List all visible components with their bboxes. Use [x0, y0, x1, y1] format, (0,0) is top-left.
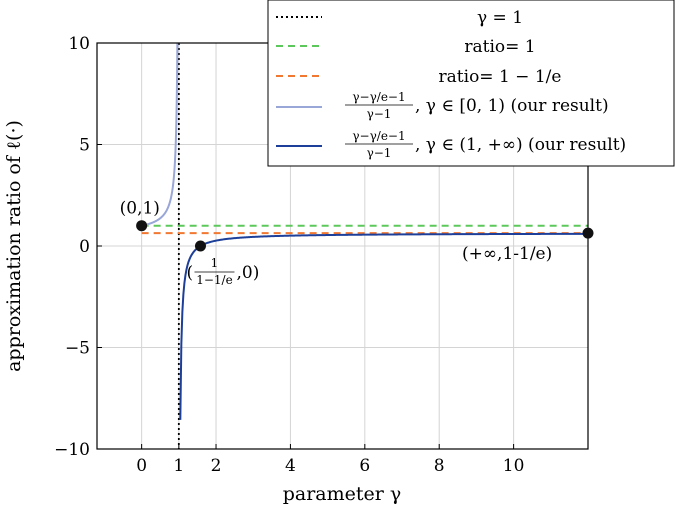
x-tick-label: 2 [211, 456, 222, 476]
y-axis-label: approximation ratio of ℓ(·) [3, 120, 25, 372]
series-curve-4 [179, 232, 588, 420]
legend-entry-0: γ = 1 [477, 8, 523, 28]
legend-box [267, 0, 675, 167]
series-curve-3 [141, 43, 179, 227]
tick-labels: 0 1 2 4 6 8 10 −10 −5 0 5 10 [54, 34, 524, 476]
data-point-2 [582, 227, 594, 239]
point-label-close: ,0) [236, 263, 259, 283]
legend-entry-3: , γ ∈ [0, 1) (our result) [415, 96, 609, 116]
point-label-open-paren: ( [186, 263, 193, 283]
points-layer: (0,1) (1 1−1/e ,0) (+∞,1-1/e) [120, 199, 594, 287]
point-label-frac-den: 1−1/e [196, 273, 232, 287]
legend: γ = 1 ratio= 1 ratio= 1 − 1/e γ−γ/e−1 γ−1 , γ… [267, 0, 675, 167]
x-tick-label: 8 [434, 456, 445, 476]
curves-layer [141, 43, 588, 449]
legend-entry-2: ratio= 1 − 1/e [439, 67, 562, 87]
x-tick-label: 10 [503, 456, 525, 476]
legend-entry-4: , γ ∈ (1, +∞) (our result) [415, 135, 626, 155]
legend-frac-num-3: γ−γ/e−1 [352, 90, 405, 104]
data-point-0 [136, 220, 148, 232]
x-axis-label: parameter γ [283, 483, 402, 505]
y-tick-label: 5 [79, 136, 90, 156]
x-tick-label: 6 [359, 456, 370, 476]
y-tick-label: −5 [65, 339, 90, 359]
legend-frac-den-3: γ−1 [367, 107, 392, 121]
point-label-origin: (0,1) [120, 199, 160, 219]
y-tick-label: 0 [79, 237, 90, 257]
point-label-infinity: (+∞,1-1/e) [462, 244, 552, 264]
point-label-frac-num: 1 [211, 256, 219, 270]
data-point-1 [194, 240, 206, 252]
x-tick-label: 4 [285, 456, 296, 476]
y-tick-label: 10 [68, 34, 90, 54]
legend-entry-1: ratio= 1 [464, 37, 535, 57]
x-tick-label: 1 [173, 456, 184, 476]
x-tick-label: 0 [136, 456, 147, 476]
y-tick-label: −10 [54, 440, 90, 460]
legend-frac-num-4: γ−γ/e−1 [352, 129, 405, 143]
legend-frac-den-4: γ−1 [367, 146, 392, 160]
